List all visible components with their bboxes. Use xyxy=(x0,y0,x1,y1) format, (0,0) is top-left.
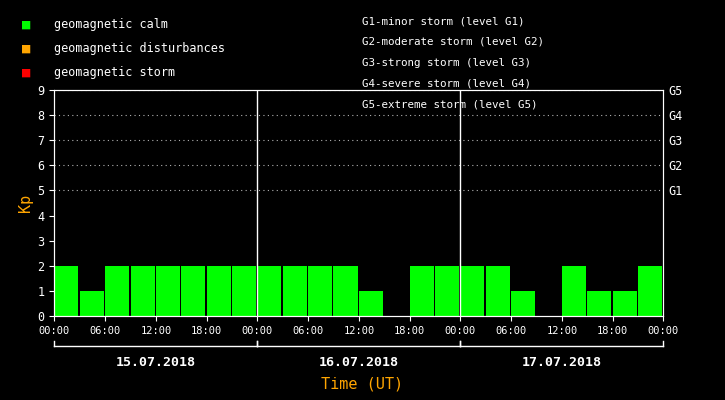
Text: 17.07.2018: 17.07.2018 xyxy=(522,356,602,368)
Text: geomagnetic storm: geomagnetic storm xyxy=(54,66,175,79)
Bar xyxy=(359,291,383,316)
Text: G4-severe storm (level G4): G4-severe storm (level G4) xyxy=(362,78,531,88)
Bar xyxy=(613,291,637,316)
Bar xyxy=(486,266,510,316)
Bar xyxy=(156,266,180,316)
Bar xyxy=(308,266,332,316)
Bar xyxy=(460,266,484,316)
Bar xyxy=(80,291,104,316)
Text: ■: ■ xyxy=(22,66,30,80)
Text: geomagnetic disturbances: geomagnetic disturbances xyxy=(54,42,225,55)
Text: geomagnetic calm: geomagnetic calm xyxy=(54,18,168,31)
Bar xyxy=(638,266,662,316)
Text: G2-moderate storm (level G2): G2-moderate storm (level G2) xyxy=(362,37,544,47)
Text: 15.07.2018: 15.07.2018 xyxy=(116,356,196,368)
Bar xyxy=(587,291,611,316)
Text: G3-strong storm (level G3): G3-strong storm (level G3) xyxy=(362,58,531,68)
Text: ■: ■ xyxy=(22,42,30,56)
Bar xyxy=(181,266,205,316)
Bar xyxy=(410,266,434,316)
Text: Time (UT): Time (UT) xyxy=(321,376,404,391)
Text: ■: ■ xyxy=(22,18,30,32)
Text: G1-minor storm (level G1): G1-minor storm (level G1) xyxy=(362,16,525,26)
Bar xyxy=(232,266,256,316)
Bar xyxy=(435,266,459,316)
Text: 16.07.2018: 16.07.2018 xyxy=(319,356,399,368)
Bar xyxy=(283,266,307,316)
Y-axis label: Kp: Kp xyxy=(18,194,33,212)
Bar xyxy=(562,266,586,316)
Bar xyxy=(54,266,78,316)
Text: G5-extreme storm (level G5): G5-extreme storm (level G5) xyxy=(362,99,538,109)
Bar xyxy=(130,266,154,316)
Bar xyxy=(511,291,535,316)
Bar xyxy=(105,266,129,316)
Bar xyxy=(257,266,281,316)
Bar xyxy=(207,266,231,316)
Bar xyxy=(334,266,357,316)
